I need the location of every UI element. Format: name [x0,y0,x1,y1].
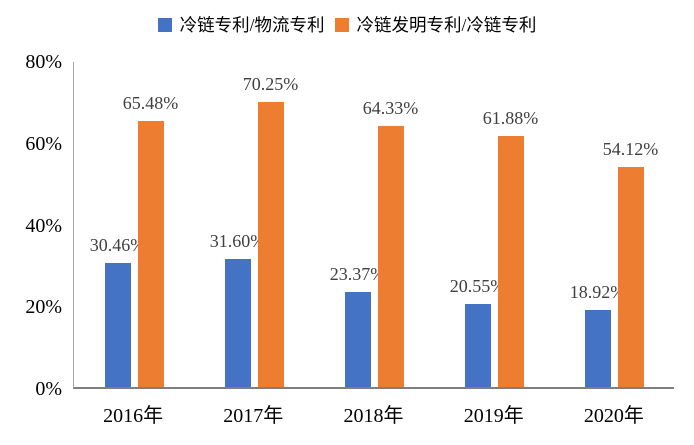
y-axis-tick-label: 40% [25,214,62,237]
bar-blue-2019年: 20.55% [450,276,505,387]
bar-orange-2016年: 65.48% [123,93,178,387]
data-label-orange-2019年: 61.88% [482,107,539,128]
data-label-orange-2016年: 65.48% [122,93,179,114]
y-axis-tick-label: 0% [35,378,62,400]
data-label-orange-2018年: 64.33% [362,97,419,118]
bar-blue-2016年: 30.46% [90,236,145,387]
x-axis: 2016年 2017年 2018年 2019年 2020年 [73,399,674,435]
bar-blue-2018年: 23.37% [330,264,385,387]
legend-label: 冷链专利/物流专利 [179,15,325,35]
data-label-blue-2020年: 18.92% [569,282,626,303]
x-axis-label-2018年: 2018年 [343,405,404,427]
y-axis-tick-label: 20% [25,296,62,319]
y-axis-tick-label: 60% [25,132,62,155]
legend-label: 冷链发明专利/冷链专利 [356,15,537,35]
data-label-orange-2020年: 54.12% [602,139,659,160]
y-axis: 0% 20% 40% 60% 80% [0,52,62,399]
bar-orange-2019年: 61.88% [483,108,538,387]
x-axis-label-2017年: 2017年 [223,405,284,427]
x-axis-label-2019年: 2019年 [463,405,524,427]
bar-blue-2017年: 31.60% [210,231,265,387]
bar-orange-2020年: 54.12% [603,140,658,387]
plot-area: 30.46% 65.48% 31.60% 70.25% 23.37% 64.33% 20.5… [73,62,674,389]
data-label-blue-2018年: 23.37% [329,264,386,285]
bar-group-2019年: 20.55% 61.88% [434,62,554,387]
legend-item-0: 冷链专利/物流专利 [157,12,325,37]
data-label-blue-2016年: 30.46% [89,235,146,256]
data-label-orange-2017年: 70.25% [242,73,299,94]
x-axis-label-2020年: 2020年 [583,405,644,427]
legend-swatch-icon [157,17,172,32]
bar-group-2020年: 18.92% 54.12% [554,62,674,387]
bar-group-2016年: 30.46% 65.48% [74,62,194,387]
legend-swatch-icon [334,17,349,32]
x-axis-label-2016年: 2016年 [103,405,164,427]
chart-legend: 冷链专利/物流专利 冷链发明专利/冷链专利 [0,12,694,37]
bar-orange-2018年: 64.33% [363,98,418,387]
bar-orange-2017年: 70.25% [243,74,298,387]
bar-group-2018年: 23.37% 64.33% [314,62,434,387]
data-label-blue-2019年: 20.55% [449,275,506,296]
plot-bars: 30.46% 65.48% 31.60% 70.25% 23.37% 64.33% 20.5… [73,62,674,389]
bar-blue-2020年: 18.92% [570,283,625,387]
bar-group-2017年: 31.60% 70.25% [194,62,314,387]
y-axis-tick-label: 80% [25,51,62,73]
data-label-blue-2017年: 31.60% [209,230,266,251]
legend-item-1: 冷链发明专利/冷链专利 [334,12,537,37]
